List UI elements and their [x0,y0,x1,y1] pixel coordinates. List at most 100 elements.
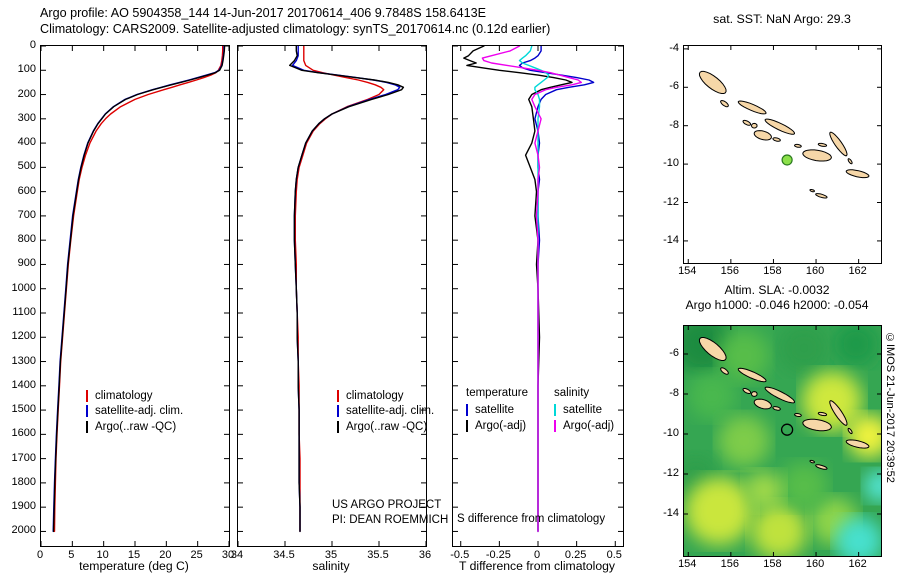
depth-tick-label: 1600 [11,427,36,440]
map-y-tick-label: -8 [669,387,679,399]
island-shape [764,386,796,404]
difference-plot-canvas [453,46,623,546]
map-y-tick-label: -12 [663,195,679,208]
map-x-tick-label: 160 [805,265,825,277]
difference-legend-temperature-column: temperature satellite Argo(-adj) [466,387,554,434]
depth-tick-label: 700 [17,208,36,221]
map-x-tick-label: 158 [763,265,782,277]
profile-line-blue [291,46,401,533]
depth-tick-label: 200 [17,87,36,100]
legend-label: climatology [346,389,404,402]
island-shape [753,130,772,141]
map-x-tick-label: 154 [678,558,697,570]
sla-heatmap [683,325,882,557]
s-argo-line-swatch [554,419,556,432]
difference-legend-salinity-column: salinity satellite Argo(-adj) [554,387,632,434]
s-satellite-line-swatch [554,404,556,417]
island-shape [845,169,870,179]
imos-copyright: ©IMOS 21-Jun-2017 20:39:52 [884,332,896,483]
map-y-tick-label: -14 [663,507,679,519]
legend-label: climatology [95,389,153,402]
map-x-tick-label: 156 [720,265,740,277]
island-shape [794,413,802,417]
map-y-tick-label: -14 [663,233,679,246]
legend-item-t-satellite: satellite [466,403,554,419]
profile-line-black [52,46,226,533]
figure-title-line2: Climatology: CARS2009. Satellite-adjuste… [40,22,551,36]
island-shape [815,464,828,470]
profile-line-cyan [518,46,550,533]
sla-blob [835,517,881,556]
island-shape [737,100,767,115]
satellite-clim-line-swatch [86,405,88,418]
map-y-tick-label: -10 [663,427,679,439]
island-shape [845,439,870,449]
sla-blob [685,477,753,545]
profile-line-red [294,46,385,533]
island-shape [847,427,853,435]
profile-line-red [53,46,224,533]
legend-item-satellite-clim: satellite-adj. clim. [337,404,434,420]
profile-line-black [463,46,573,533]
argo-heights-text: Argo h1000: -0.046 h2000: -0.054 [685,298,869,312]
sla-blob [688,372,736,420]
altimetry-sla-text: Altim. SLA: -0.0032 [724,283,830,297]
legend-item-satellite-clim: satellite-adj. clim. [86,404,183,420]
heatmap-layer [684,326,881,556]
island-shape [720,367,729,375]
argo-line-swatch [86,420,88,433]
island-shape [829,400,848,426]
sla-blob [718,415,770,467]
sla-blob [778,326,830,374]
island-shape [720,99,729,108]
salinity-axis-label: salinity [312,559,350,573]
depth-tick-label: 1400 [11,378,36,391]
legend-label: Argo(..raw -QC) [346,420,428,433]
depth-tick-label: 2000 [11,524,36,537]
island-shape [750,122,758,129]
map-y-tick-label: -6 [669,347,679,359]
temperature-axis-label: temperature (deg C) [79,559,189,573]
depth-tick-label: 1100 [12,305,36,318]
island-shape [809,459,815,464]
salinity-plot-canvas [238,46,426,546]
sla-blob [780,462,828,510]
t-argo-line-swatch [466,419,468,432]
legend-column-header: salinity [554,387,590,399]
sla-heatmap-canvas [684,326,881,556]
island-shape [817,411,828,417]
depth-tick-label: 1200 [11,330,36,343]
argo-position-marker [780,423,794,436]
legend-label: Argo(-adj) [475,419,527,432]
island-shape [742,119,752,126]
depth-tick-label: 600 [17,184,36,197]
island-shape [753,398,772,410]
legend-label: satellite-adj. clim. [346,405,435,418]
legend-item-climatology: climatology [337,388,434,404]
profile-line-blue [518,46,595,533]
depth-tick-label: 300 [17,111,36,124]
map-y-tick-label: -10 [663,157,679,170]
island-shape [794,143,802,148]
island-shape [817,142,828,147]
depth-tick-label: 1700 [11,451,36,464]
legend-item-climatology: climatology [86,388,183,404]
profile-line-blue [52,46,225,533]
figure-title-line1: Argo profile: AO 5904358_144 14-Jun-2017… [40,6,487,20]
depth-tick-label: 0 [29,39,36,51]
depth-tick-label: 1800 [11,475,36,488]
s-difference-note: S difference from climatology [457,513,606,525]
depth-tick-label: 400 [17,136,36,149]
island-shape [829,131,848,157]
sst-map-title: sat. SST: NaN Argo: 29.3 [713,12,851,26]
location-map [683,45,882,264]
depth-tick-label: 1900 [11,500,36,513]
legend-label: satellite [563,404,602,417]
satellite-clim-line-swatch [337,405,339,418]
island-shape [815,193,828,199]
depth-tick-label: 1000 [11,281,36,294]
map-x-tick-label: 156 [720,558,740,570]
legend-item-s-satellite: satellite [554,403,632,419]
legend-item-s-argo: Argo(-adj) [554,418,632,434]
argo-line-swatch [337,420,339,433]
